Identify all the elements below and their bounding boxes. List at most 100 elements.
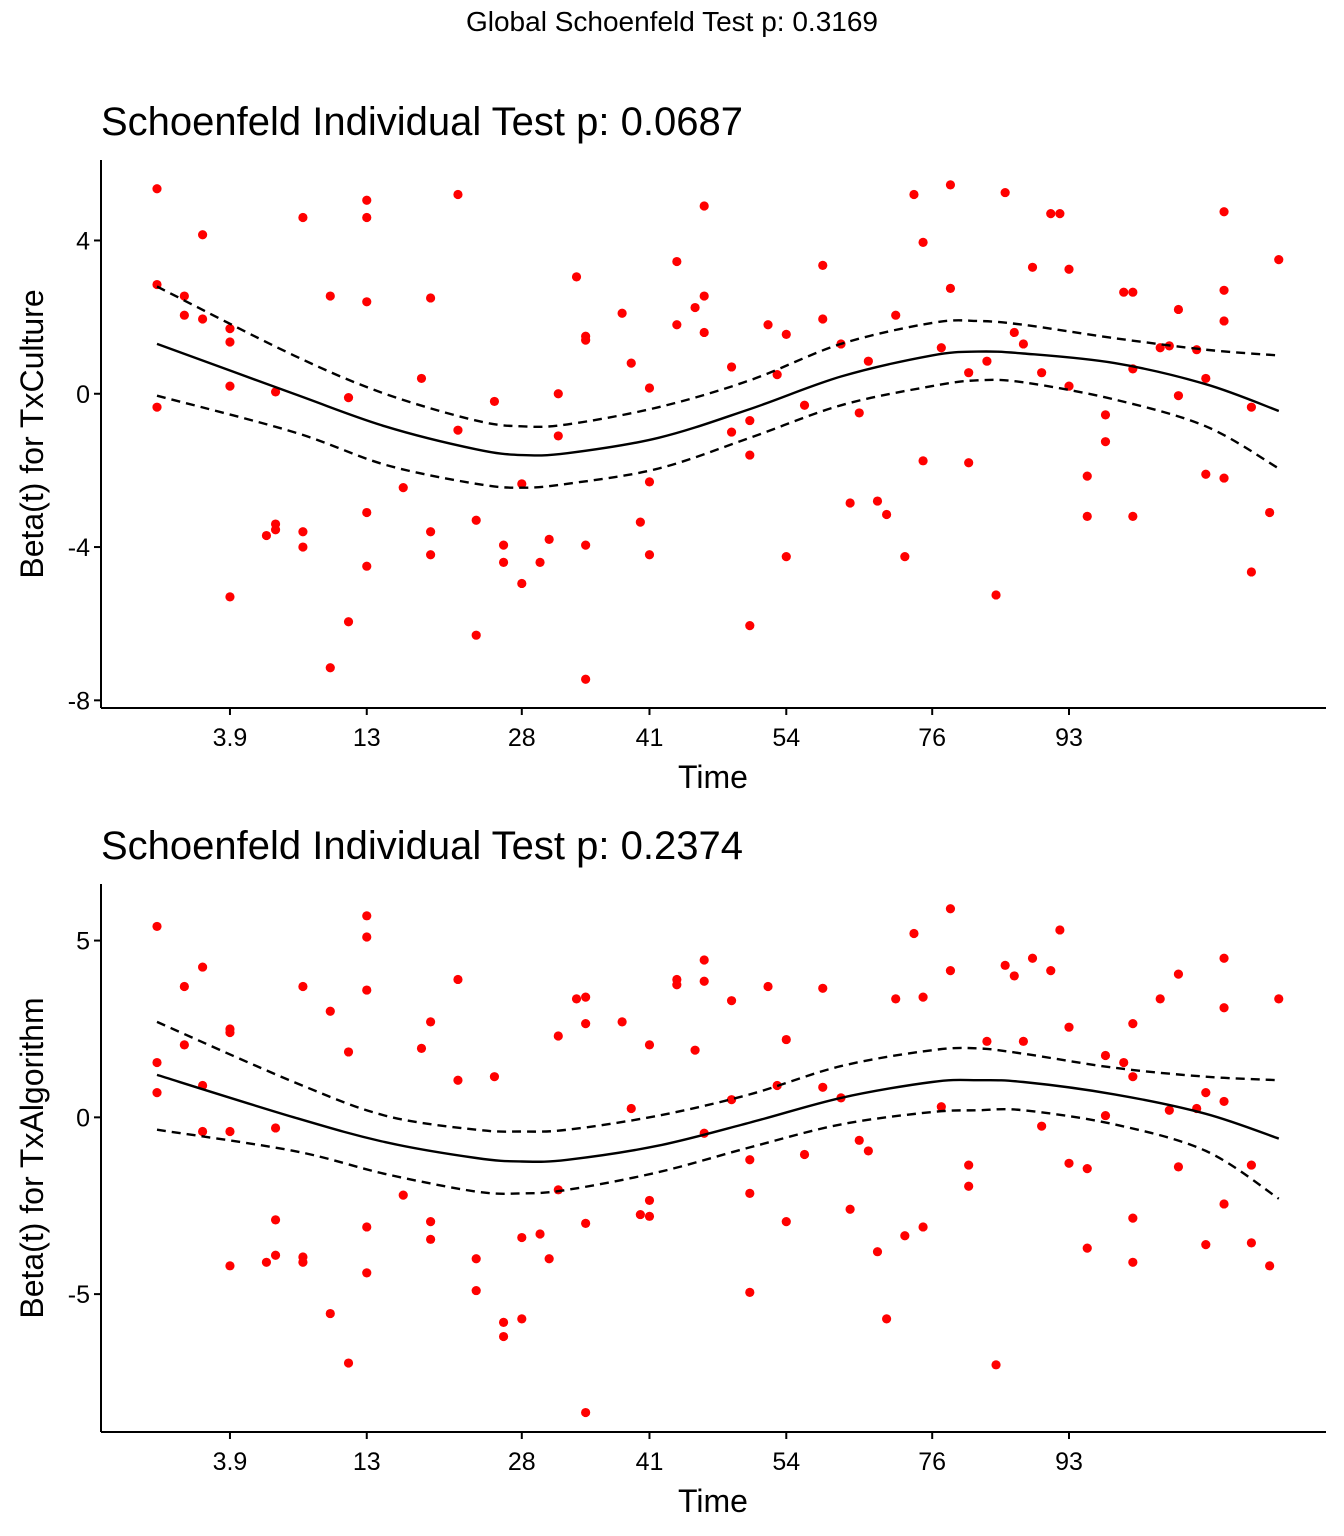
residual-point: [699, 201, 709, 211]
residual-point: [1055, 925, 1065, 935]
residual-point: [581, 540, 591, 550]
residual-point: [635, 1209, 645, 1220]
residual-point: [1082, 1243, 1092, 1253]
residual-point: [1018, 339, 1028, 349]
residual-point: [945, 904, 956, 914]
residual-point: [426, 293, 436, 303]
residual-point: [535, 557, 545, 567]
residual-point: [617, 1017, 627, 1027]
residual-point: [571, 994, 582, 1004]
x-tick-label: 41: [636, 724, 664, 752]
y-tick-label: 4: [76, 227, 90, 255]
residual-point: [745, 1287, 755, 1297]
ci-upper-line: [156, 1020, 1279, 1133]
residual-point: [1219, 1003, 1229, 1013]
residual-point: [1201, 1240, 1211, 1250]
residual-point: [1265, 507, 1275, 518]
residual-point: [152, 1057, 162, 1068]
residual-point: [398, 483, 408, 493]
x-tick-label: 54: [772, 1448, 800, 1476]
residual-point: [581, 335, 591, 345]
residual-point: [726, 362, 737, 372]
residual-point: [1100, 410, 1111, 420]
residual-point: [781, 1217, 791, 1227]
residual-point: [225, 337, 235, 347]
residual-point: [398, 1190, 408, 1200]
residual-point: [644, 1211, 655, 1221]
residual-point: [362, 1222, 372, 1232]
residual-point: [690, 302, 700, 313]
y-tick-label: -8: [68, 687, 90, 715]
residual-point: [152, 402, 162, 412]
residual-point: [1128, 511, 1138, 521]
residual-point: [453, 189, 463, 200]
residual-point: [991, 590, 1001, 600]
residual-point: [918, 237, 928, 247]
residual-point: [198, 1126, 208, 1137]
y-axis-title: Beta(t) for TxCulture: [14, 289, 50, 578]
residual-point: [362, 932, 372, 942]
residual-point: [426, 1217, 436, 1227]
x-tick-label: 54: [772, 724, 800, 752]
residual-point: [872, 496, 883, 506]
residual-point: [1027, 262, 1038, 272]
residual-point: [745, 1188, 755, 1198]
residual-point: [781, 1034, 791, 1045]
residual-point: [991, 1360, 1001, 1370]
residual-point: [179, 1040, 189, 1050]
residual-point: [626, 358, 636, 368]
residual-point: [1000, 960, 1010, 970]
residual-point: [1246, 1238, 1256, 1248]
residual-point: [1128, 1257, 1138, 1267]
residual-point: [1018, 1036, 1028, 1046]
residual-point: [453, 1075, 463, 1085]
residual-point: [152, 184, 162, 194]
residual-point: [498, 1317, 509, 1327]
residual-point: [891, 994, 901, 1004]
panel-title: Schoenfeld Individual Test p: 0.2374: [101, 824, 743, 868]
residual-point: [1246, 1160, 1256, 1170]
residual-point: [1219, 207, 1229, 217]
residual-point: [726, 1095, 737, 1105]
residual-point: [498, 1331, 509, 1342]
residual-point: [416, 373, 427, 384]
residual-point: [1246, 567, 1256, 577]
residual-point: [818, 983, 828, 993]
residual-point: [1246, 402, 1256, 412]
residual-point: [635, 517, 645, 527]
residual-point: [471, 1254, 481, 1264]
x-tick-label: 76: [918, 724, 946, 752]
residual-point: [781, 329, 791, 339]
residual-point: [964, 458, 974, 468]
residual-point: [343, 1358, 354, 1368]
residual-point: [517, 578, 527, 589]
residual-point: [900, 1231, 910, 1241]
residual-point: [426, 1234, 436, 1244]
residual-point: [781, 552, 791, 562]
residual-point: [1009, 327, 1019, 338]
residual-point: [535, 1229, 545, 1239]
residual-point: [343, 617, 354, 627]
residual-point: [644, 1040, 655, 1050]
residual-point: [179, 981, 189, 992]
residual-point: [1274, 255, 1284, 265]
residual-point: [544, 1254, 554, 1264]
residual-point: [270, 1250, 281, 1260]
residual-point: [1219, 316, 1229, 326]
residual-point: [152, 1087, 162, 1098]
x-tick-label: 28: [508, 724, 536, 752]
residual-point: [553, 1031, 563, 1041]
residual-point: [1155, 994, 1165, 1004]
residual-point: [1000, 187, 1010, 198]
residual-point: [362, 985, 372, 995]
residual-point: [453, 425, 463, 435]
residual-point: [198, 962, 208, 972]
residual-point: [489, 396, 500, 407]
residual-point: [945, 966, 956, 976]
residual-point: [1100, 1110, 1111, 1121]
residual-point: [362, 507, 372, 518]
residual-point: [699, 976, 709, 986]
residual-point: [672, 256, 682, 267]
residual-point: [498, 557, 509, 567]
